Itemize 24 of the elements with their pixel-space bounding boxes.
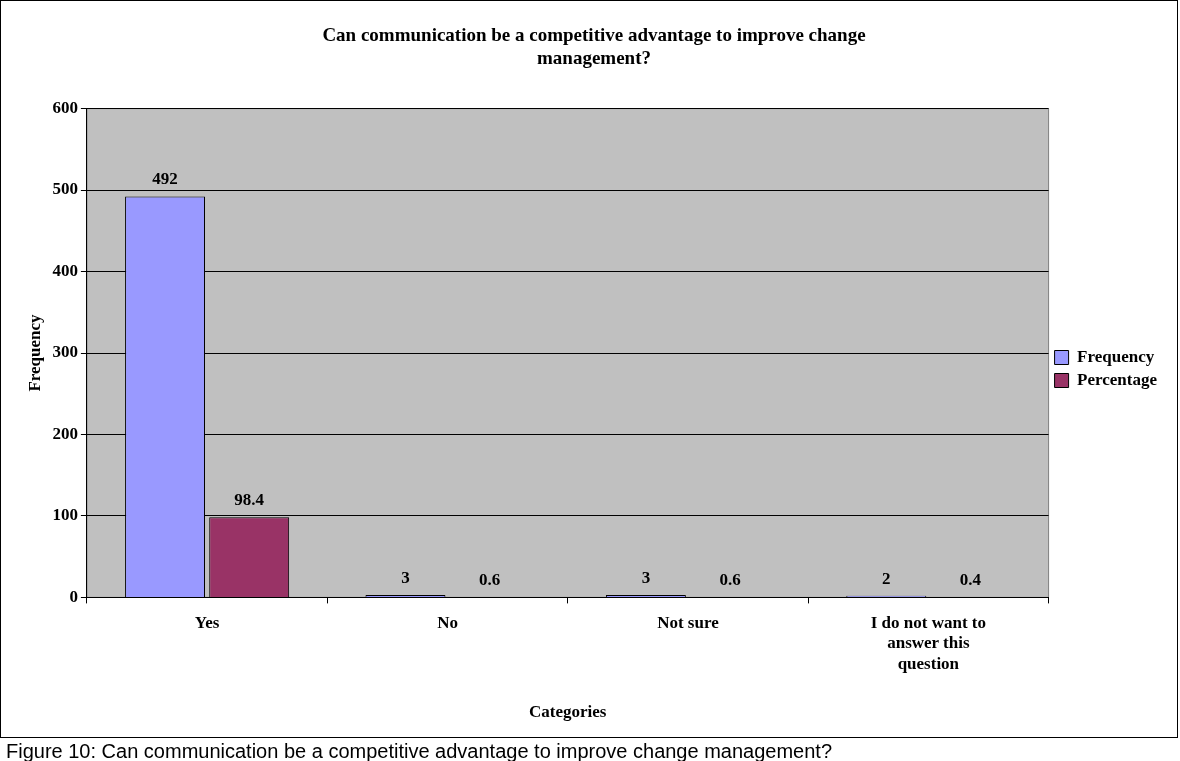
legend-label: Percentage	[1077, 369, 1158, 389]
x-axis-title: Categories	[529, 702, 607, 722]
data-label: 0.4	[959, 569, 982, 589]
x-tick-label: Yes	[194, 612, 220, 632]
x-tick-label: I do not want to answer this question	[870, 612, 986, 673]
data-label: 0.6	[478, 569, 501, 589]
legend-label: Frequency	[1077, 346, 1155, 366]
y-tick-label: 0	[69, 586, 78, 606]
data-label: 3	[641, 567, 651, 587]
data-label: 98.4	[234, 490, 265, 510]
x-tick-label: No	[437, 612, 458, 632]
data-label: 3	[401, 567, 410, 587]
data-label: 2	[882, 568, 891, 588]
data-label: 0.6	[719, 569, 741, 589]
data-label: 492	[152, 169, 178, 189]
y-tick-label: 400	[52, 260, 78, 280]
y-tick-label: 100	[52, 505, 78, 525]
y-tick-label: 200	[52, 423, 78, 443]
chart-title: Can communication be a competitive advantage to improve change management?	[322, 24, 866, 69]
y-tick-label: 600	[52, 97, 78, 117]
x-tick-label: Not sure	[657, 612, 720, 632]
y-tick-label: 500	[52, 179, 78, 199]
y-tick-label: 300	[52, 342, 78, 362]
y-axis-title: Frequency	[24, 313, 44, 392]
